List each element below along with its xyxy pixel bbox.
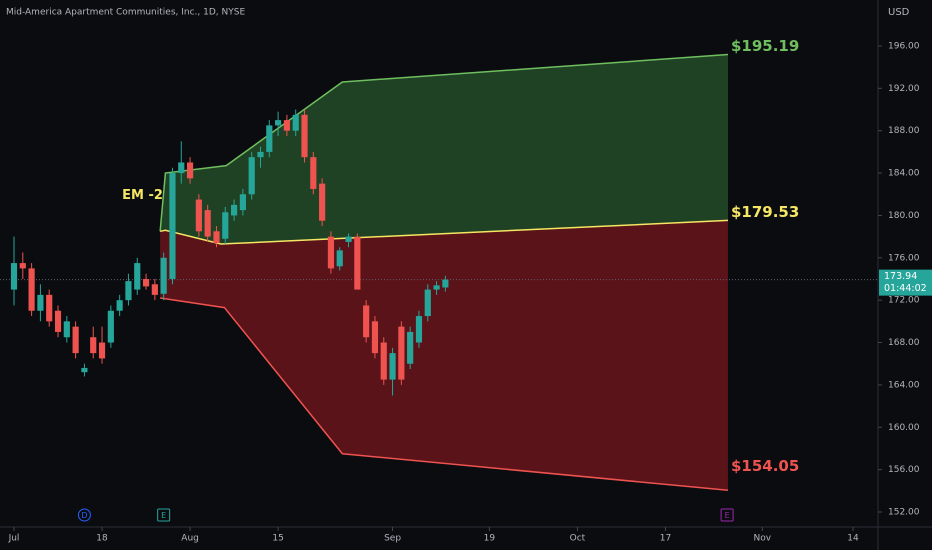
y-tick-label: 160.00 — [888, 423, 920, 433]
candle-body — [231, 204, 238, 216]
candle-body — [90, 337, 97, 354]
band-value-label: $179.53 — [731, 203, 799, 221]
candle-body — [142, 278, 150, 287]
candle-body — [72, 326, 79, 354]
candle-body — [257, 151, 264, 158]
y-tick-label: 172.00 — [888, 296, 920, 306]
event-marker — [720, 508, 734, 522]
y-tick-label: 196.00 — [888, 41, 920, 51]
candle-body — [169, 173, 176, 279]
candle-body — [301, 114, 308, 158]
band-line — [159, 219, 729, 245]
y-tick-label: 184.00 — [888, 169, 920, 179]
candle-body — [222, 212, 229, 239]
x-tick-label: Jul — [8, 534, 20, 544]
x-tick-label: Aug — [181, 534, 199, 544]
x-tick-label: Sep — [384, 534, 401, 544]
price-box — [879, 269, 932, 296]
currency: USD — [888, 7, 910, 18]
candle-body — [275, 120, 282, 126]
event-marker — [77, 508, 91, 522]
candle-body — [407, 331, 414, 364]
x-tick-label: 19 — [484, 534, 496, 544]
candle-body — [81, 367, 88, 373]
candle-body — [248, 157, 255, 195]
x-tick-label: 15 — [272, 534, 283, 544]
candle-body — [134, 263, 141, 290]
x-tick-label: Oct — [570, 534, 586, 544]
candle-body — [371, 321, 379, 354]
candle-body — [389, 353, 396, 380]
candle-body — [10, 263, 18, 290]
candle-body — [283, 120, 290, 131]
candle-body — [160, 257, 167, 294]
candle-body — [310, 157, 317, 189]
candle-body — [398, 326, 405, 380]
candle-body — [345, 236, 352, 242]
y-tick-label: 176.00 — [888, 253, 920, 263]
band-line — [160, 297, 729, 492]
candle-body — [336, 250, 343, 267]
candle-body — [186, 162, 194, 179]
y-tick-label: 168.00 — [888, 338, 920, 348]
candle-body — [327, 236, 335, 269]
band-line — [159, 53, 729, 232]
candle-body — [195, 199, 202, 232]
chart-title: Mid-America Apartment Communities, Inc.,… — [6, 8, 245, 18]
candle-body — [28, 268, 35, 311]
candle-body — [380, 342, 387, 380]
candle-body — [63, 321, 70, 338]
y-tick-label: 164.00 — [888, 380, 920, 390]
candle-body — [151, 284, 158, 295]
band-lower — [160, 220, 728, 491]
y-tick-label: 152.00 — [888, 507, 920, 517]
candle-body — [107, 310, 114, 343]
price-label: 173.94 — [884, 271, 917, 282]
band-value-label: $154.05 — [731, 457, 799, 475]
candle-body — [19, 263, 26, 269]
candle-body — [266, 125, 273, 152]
candle-body — [442, 279, 449, 288]
candle-body — [319, 183, 326, 221]
candle-body — [125, 281, 132, 301]
x-tick-label: 17 — [660, 534, 671, 544]
event-label: E — [725, 511, 730, 520]
event-label: E — [161, 511, 166, 520]
candle-body — [204, 210, 211, 237]
candle-body — [116, 300, 123, 311]
x-tick-label: 18 — [96, 534, 108, 544]
band-upper — [160, 54, 728, 245]
candle-body — [292, 114, 299, 131]
annotation: EM -2 — [122, 188, 163, 203]
x-tick-label: 14 — [847, 534, 859, 544]
candle-body — [433, 285, 440, 290]
candle-body — [239, 194, 246, 211]
candle-body — [354, 236, 361, 290]
y-tick-label: 188.00 — [888, 126, 920, 136]
candle-body — [54, 310, 62, 332]
y-tick-label: 192.00 — [888, 84, 920, 94]
candle-body — [37, 294, 44, 311]
candle-body — [46, 294, 53, 322]
event-label: D — [81, 511, 87, 520]
countdown: 01:44:02 — [884, 283, 927, 294]
candle-body — [424, 289, 431, 317]
candle-body — [415, 316, 423, 343]
y-tick-label: 180.00 — [888, 211, 920, 221]
candle-body — [363, 305, 370, 338]
candle-body — [178, 162, 185, 174]
y-tick-label: 156.00 — [888, 465, 920, 475]
candle-body — [98, 342, 106, 359]
x-tick-label: Nov — [754, 534, 772, 544]
band-value-label: $195.19 — [731, 37, 799, 55]
event-marker — [157, 508, 171, 522]
candle-body — [213, 231, 220, 243]
